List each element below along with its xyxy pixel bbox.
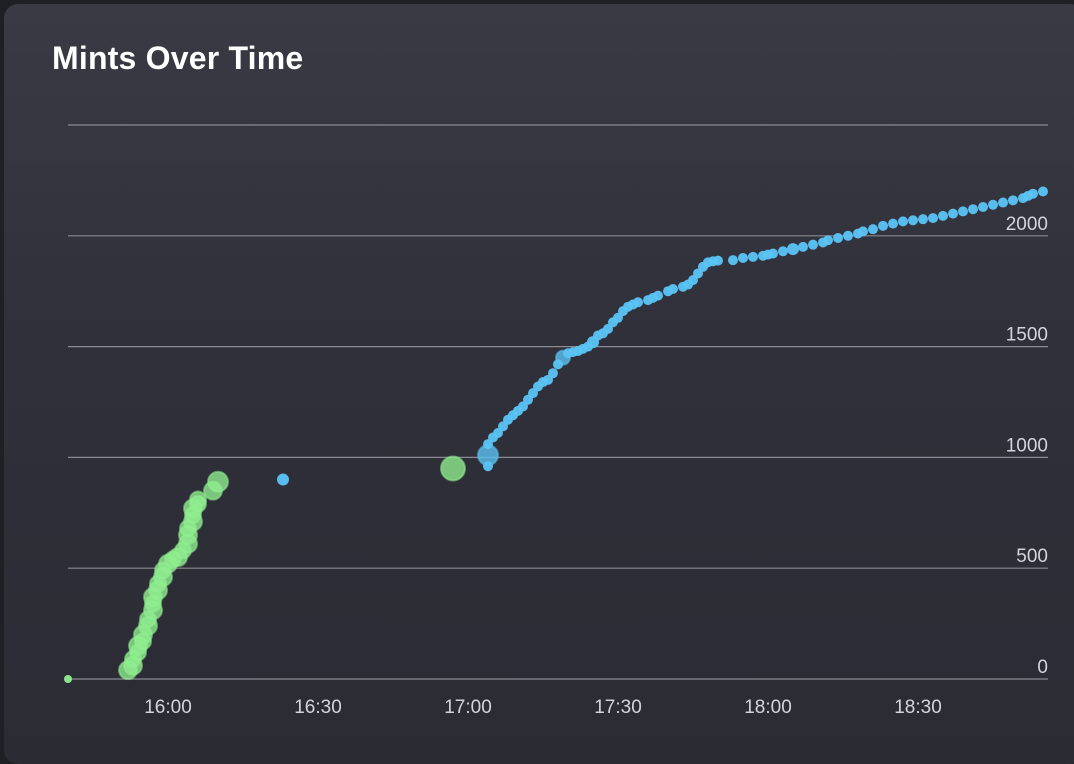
- data-point: [768, 248, 778, 259]
- data-point: [713, 255, 723, 266]
- x-tick-label: 18:30: [894, 697, 942, 718]
- data-point: [948, 208, 958, 219]
- data-point: [189, 490, 207, 509]
- y-tick-label: 1000: [1006, 435, 1048, 456]
- data-point: [778, 246, 788, 257]
- data-point: [998, 197, 1008, 208]
- data-point: [908, 215, 918, 226]
- data-point: [668, 283, 678, 294]
- y-tick-label: 0: [1037, 657, 1048, 678]
- y-tick-label: 1500: [1006, 325, 1048, 346]
- y-tick-label: 2000: [1006, 214, 1048, 235]
- data-point: [1008, 195, 1018, 206]
- data-point: [988, 199, 998, 210]
- data-point: [1038, 186, 1048, 197]
- data-point: [633, 297, 643, 308]
- x-tick-label: 16:00: [144, 697, 192, 718]
- data-point: [843, 230, 853, 241]
- data-point: [928, 213, 938, 224]
- data-point: [898, 216, 908, 227]
- x-tick-label: 17:00: [444, 697, 492, 718]
- x-tick-label: 17:30: [594, 697, 642, 718]
- data-point: [207, 470, 229, 493]
- data-point: [798, 241, 808, 252]
- data-point: [833, 233, 843, 244]
- chart-title: Mints Over Time: [52, 40, 304, 76]
- data-point: [808, 239, 818, 250]
- data-point: [277, 473, 289, 486]
- x-tick-label: 18:00: [744, 697, 792, 718]
- data-point: [958, 206, 968, 217]
- data-point: [548, 368, 558, 379]
- data-point: [64, 675, 72, 683]
- data-point: [968, 204, 978, 215]
- data-point: [787, 243, 799, 256]
- data-point: [978, 201, 988, 212]
- data-point: [823, 235, 833, 246]
- data-point: [1028, 188, 1038, 199]
- data-point: [918, 214, 928, 225]
- x-tick-label: 16:30: [294, 697, 342, 718]
- data-point: [868, 224, 878, 235]
- data-point: [440, 455, 466, 482]
- data-point: [748, 251, 758, 262]
- data-point: [738, 252, 748, 263]
- data-point: [888, 218, 898, 229]
- mints-over-time-chart: 0 500 1000 1500 2000 16:00 16:30 17:00 17:30 18:0…: [64, 124, 1048, 718]
- data-point: [858, 226, 868, 237]
- data-point: [938, 210, 948, 221]
- data-point: [878, 220, 888, 231]
- y-tick-label: 500: [1016, 546, 1048, 567]
- data-point: [728, 255, 738, 266]
- data-point: [653, 290, 663, 301]
